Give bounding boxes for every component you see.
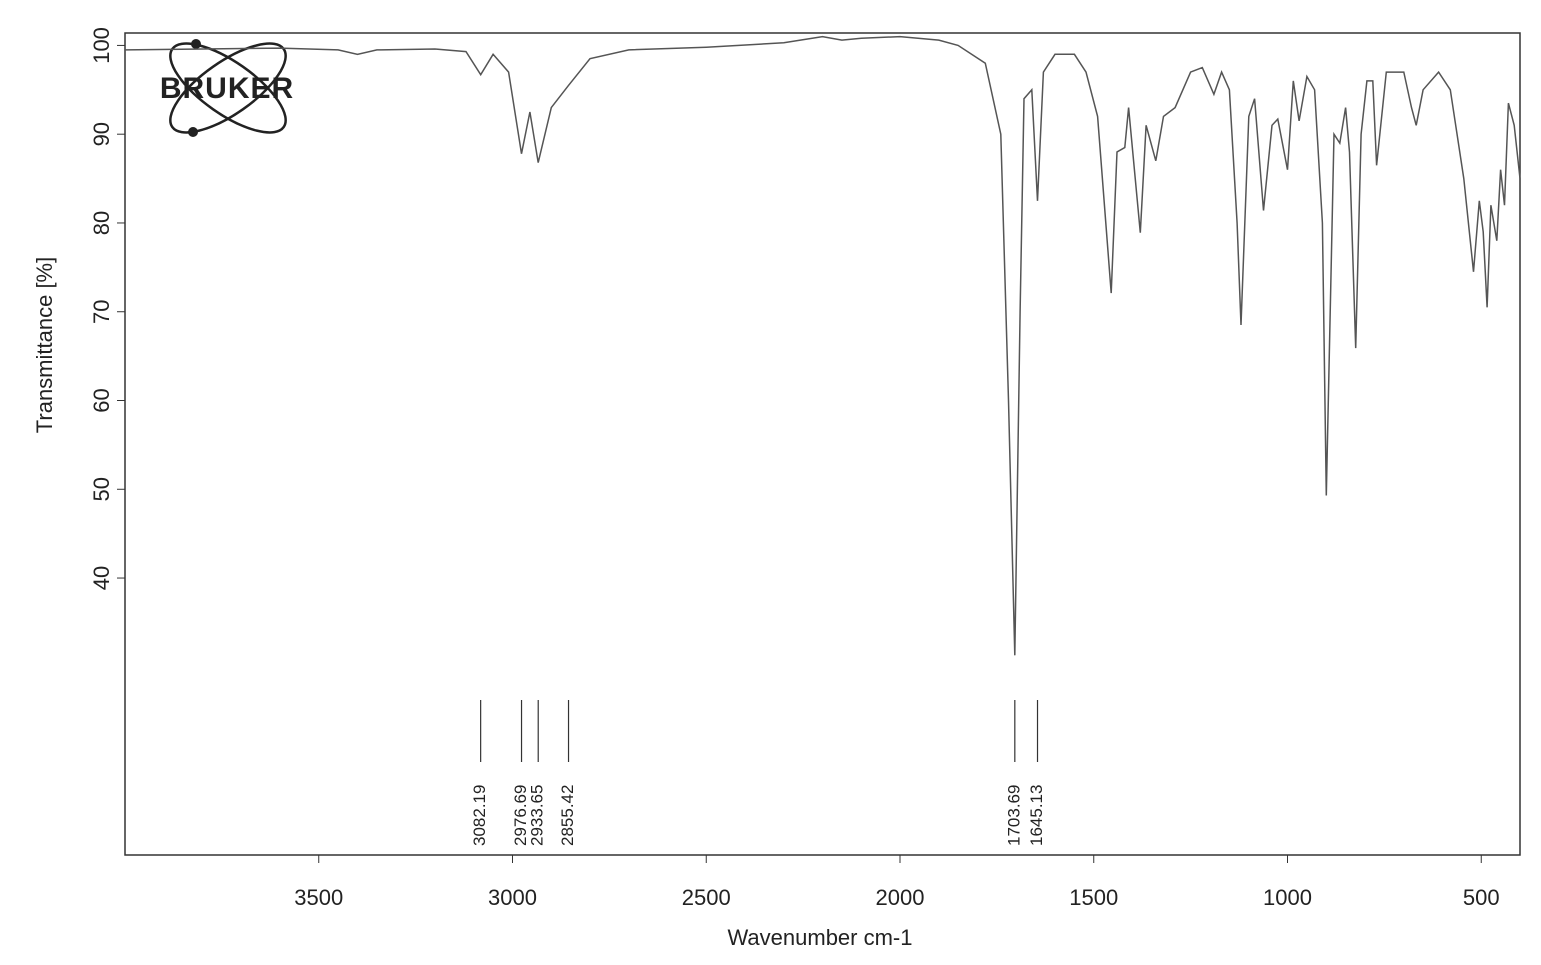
peak-label: 1703.69 <box>1004 785 1023 846</box>
peak-label: 2855.42 <box>558 785 577 846</box>
y-tick-label: 90 <box>89 122 114 146</box>
x-tick-label: 1500 <box>1069 885 1118 910</box>
x-axis-label: Wavenumber cm-1 <box>727 925 912 950</box>
x-tick-label: 3500 <box>294 885 343 910</box>
y-axis-label: Transmittance [%] <box>32 257 57 433</box>
y-tick-label: 60 <box>89 388 114 412</box>
x-tick-label: 2500 <box>682 885 731 910</box>
x-tick-label: 500 <box>1463 885 1500 910</box>
peak-label: 2933.65 <box>528 785 547 846</box>
x-tick-label: 1000 <box>1263 885 1312 910</box>
y-tick-label: 70 <box>89 299 114 323</box>
y-tick-label: 100 <box>89 27 114 64</box>
spectrum-line <box>124 35 1521 656</box>
logo-text: BRUKER <box>160 72 294 105</box>
peak-label: 1645.13 <box>1027 785 1046 846</box>
y-tick-label: 50 <box>89 477 114 501</box>
peak-label: 2976.69 <box>511 785 530 846</box>
x-tick-label: 3000 <box>488 885 537 910</box>
y-tick-label: 40 <box>89 566 114 590</box>
y-tick-label: 80 <box>89 211 114 235</box>
x-tick-label: 2000 <box>876 885 925 910</box>
logo: BRUKER <box>160 39 294 137</box>
peak-label: 3082.19 <box>470 785 489 846</box>
logo-dot <box>191 39 201 49</box>
logo-orbit <box>169 42 287 134</box>
logo-dot <box>188 127 198 137</box>
plot-frame <box>124 32 1521 856</box>
